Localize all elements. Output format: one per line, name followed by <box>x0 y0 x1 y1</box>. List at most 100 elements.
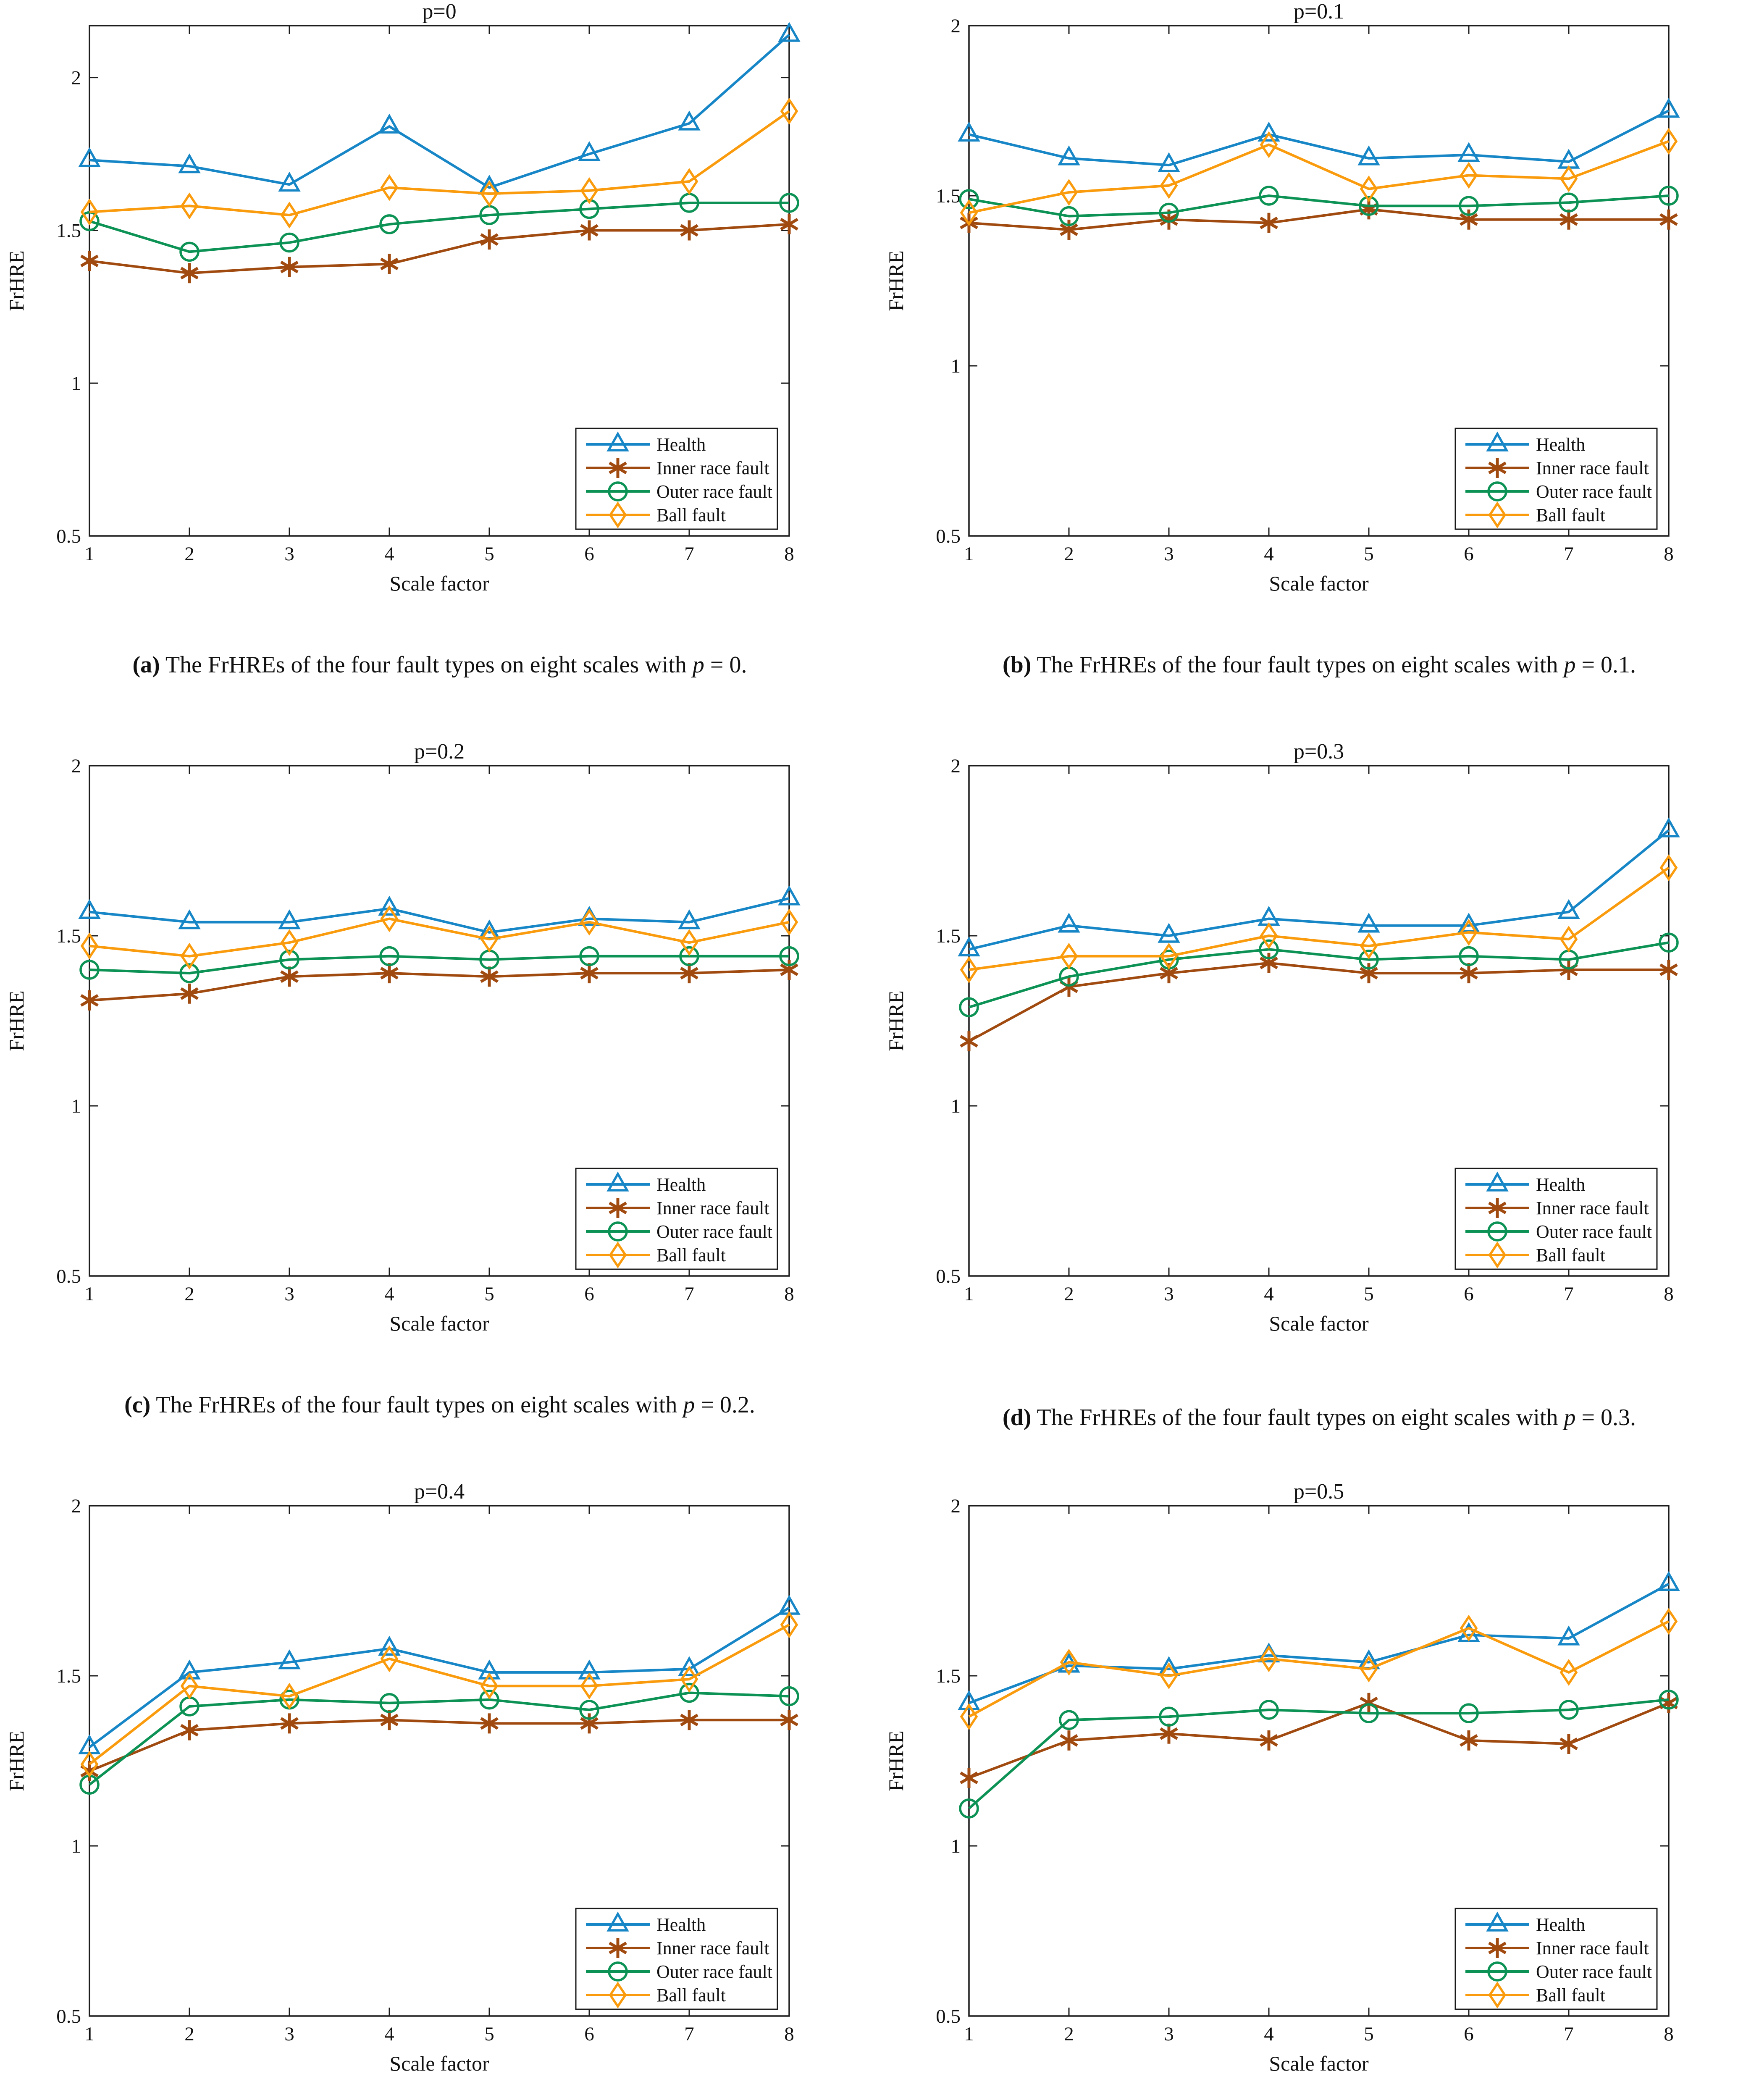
asterisk-marker <box>1460 967 1478 980</box>
x-tick-label: 1 <box>964 543 974 565</box>
series-line <box>968 1698 1669 1810</box>
legend-label: Outer race fault <box>1536 481 1652 502</box>
x-axis-label: Scale factor <box>1269 2052 1369 2075</box>
triangle-marker <box>1357 145 1380 165</box>
legend-label: Health <box>656 1914 706 1935</box>
triangle-marker <box>478 1659 501 1680</box>
legend-item-outer-race-fault: Outer race fault <box>1465 1221 1652 1242</box>
asterisk-marker <box>180 267 199 280</box>
caption-label: (d) <box>1002 1404 1032 1431</box>
legend-label: Ball fault <box>1536 1245 1605 1265</box>
x-tick-label: 8 <box>784 543 794 565</box>
caption-p-value: = 0. <box>710 652 747 678</box>
diamond-marker <box>609 1242 627 1268</box>
series-health <box>78 1595 801 1754</box>
diamond-marker <box>680 168 698 195</box>
asterisk-marker <box>480 970 499 983</box>
series-line <box>89 897 790 934</box>
circle-marker <box>1059 206 1079 226</box>
triangle-marker <box>1486 1911 1509 1932</box>
asterisk-marker <box>1488 1941 1507 1955</box>
diamond-marker <box>609 1982 627 2008</box>
series-ball-fault <box>80 1611 798 1778</box>
x-tick-label: 8 <box>784 2023 794 2045</box>
x-axis-label: Scale factor <box>1269 1312 1369 1335</box>
y-tick-label: 0.5 <box>936 525 961 547</box>
triangle-marker <box>78 899 101 919</box>
x-axis-label: Scale factor <box>389 572 489 595</box>
circle-marker <box>959 189 979 209</box>
asterisk-marker <box>80 994 99 1007</box>
diamond-marker <box>280 929 299 956</box>
legend-label: Inner race fault <box>656 458 769 478</box>
series-line <box>89 1691 790 1786</box>
series-line <box>969 140 1670 214</box>
asterisk-marker <box>1488 461 1507 475</box>
series-line <box>968 1701 1670 1779</box>
x-tick-label: 8 <box>1664 1283 1674 1305</box>
legend: Health Inner race fault Outer race fault Ba… <box>1454 428 1658 530</box>
asterisk-marker <box>280 260 299 273</box>
asterisk-marker <box>780 963 798 976</box>
x-tick-label: 4 <box>1264 1283 1274 1305</box>
asterisk-marker <box>180 1724 199 1737</box>
legend-item-outer-race-fault: Outer race fault <box>586 481 772 502</box>
triangle-marker <box>678 110 701 131</box>
triangle-marker <box>1486 1171 1509 1192</box>
series-line <box>968 1583 1670 1704</box>
circle-marker <box>379 946 399 966</box>
x-tick-label: 1 <box>964 1283 974 1305</box>
y-tick-label: 2 <box>951 1495 961 1517</box>
legend-item-inner-race-fault: Inner race fault <box>586 458 769 478</box>
circle-marker <box>1487 1961 1507 1982</box>
circle-marker <box>1659 1689 1679 1710</box>
caption-text: The FrHREs of the four fault types on ei… <box>156 1392 677 1418</box>
series-line <box>969 941 1669 1008</box>
circle-marker <box>1059 1710 1079 1730</box>
triangle-marker <box>178 153 201 173</box>
diamond-marker <box>1559 165 1578 192</box>
circle-marker <box>179 242 200 262</box>
triangle-marker <box>1486 431 1509 452</box>
diamond-marker <box>580 1672 599 1700</box>
y-axis-label: FrHRE <box>5 1730 28 1791</box>
circle-marker <box>1359 949 1379 970</box>
series-inner-race-fault <box>80 214 798 284</box>
caption-p-value: = 0.2. <box>701 1392 755 1418</box>
x-tick-label: 6 <box>1464 543 1474 565</box>
caption-label: (a) <box>132 652 160 678</box>
triangle-marker <box>606 1911 629 1932</box>
plot-box <box>968 25 1670 537</box>
y-tick-label: 1 <box>951 1095 961 1117</box>
x-axis-label: Scale factor <box>389 1312 489 1335</box>
diamond-marker <box>1659 1608 1678 1635</box>
x-tick-label: 3 <box>284 1283 294 1305</box>
x-axis-label: Scale factor <box>389 2052 489 2075</box>
asterisk-marker <box>960 1771 978 1785</box>
circle-marker <box>608 1961 628 1982</box>
diamond-marker <box>1260 131 1278 158</box>
circle-marker <box>779 1686 799 1706</box>
diamond-marker <box>1460 919 1478 946</box>
diamond-marker <box>1060 1648 1078 1676</box>
triangle-marker <box>778 885 801 906</box>
triangle-marker <box>778 22 801 42</box>
chart-panel-e: p=0.4 FrHRE Scale factor 1 2 3 4 5 6 7 8 0.5 1 1.5 2 He… <box>0 1483 880 2100</box>
axes: 1 2 3 4 5 6 7 80.511.52 <box>936 1495 1674 2045</box>
y-tick-label: 2 <box>71 1495 81 1517</box>
chart-title: p=0.4 <box>414 1483 465 1504</box>
y-tick-label: 0.5 <box>56 525 81 547</box>
legend-item-inner-race-fault: Inner race fault <box>1465 458 1649 478</box>
asterisk-marker <box>609 1941 627 1955</box>
diamond-marker <box>380 174 399 201</box>
diamond-marker <box>680 929 698 956</box>
plot-box <box>968 765 1670 1277</box>
circle-marker <box>1359 196 1379 216</box>
asterisk-marker <box>1060 1734 1078 1747</box>
x-tick-label: 4 <box>384 2023 394 2045</box>
triangle-marker <box>378 895 401 916</box>
series-line <box>968 961 1669 1042</box>
chart-panel-a: p=0 FrHRE Scale factor 1 2 3 4 5 6 7 8 0.5 1 1.5 2 Heal… <box>0 3 880 680</box>
